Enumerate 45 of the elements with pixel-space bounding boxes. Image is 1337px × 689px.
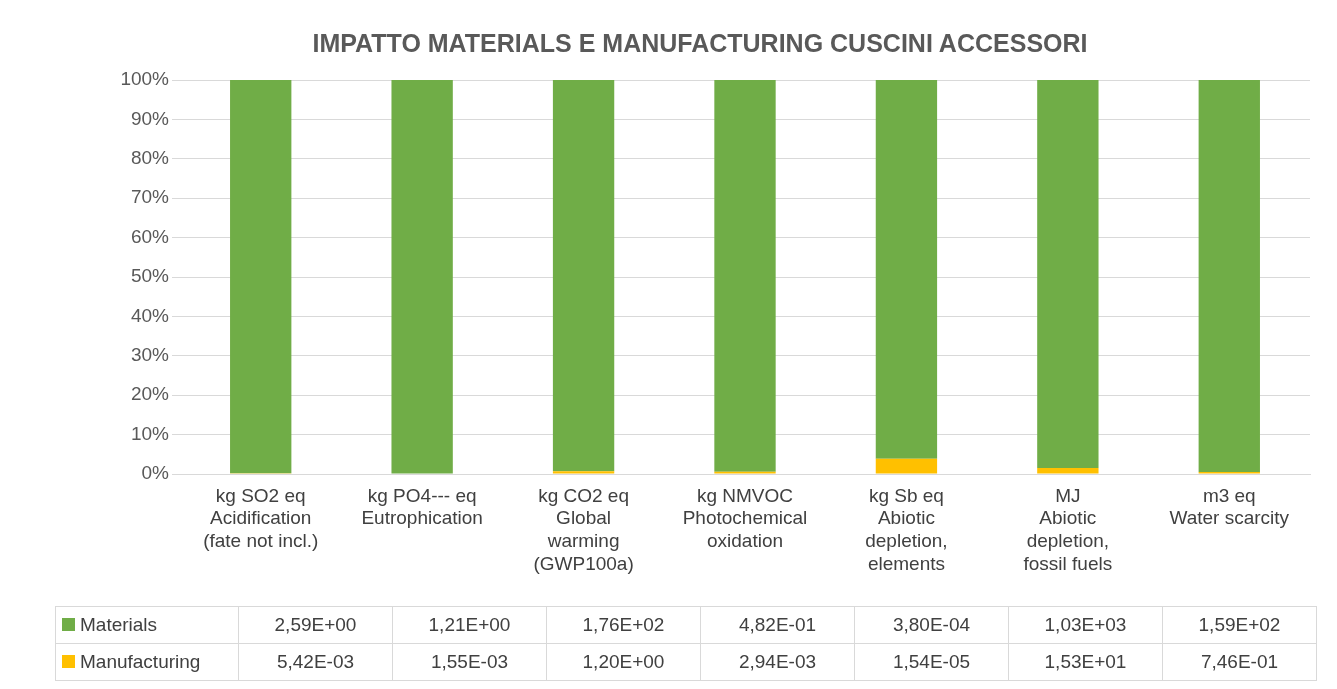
- y-tick-label: 60%: [130, 225, 170, 247]
- bar: [875, 458, 938, 474]
- y-tick-label: 30%: [130, 344, 170, 366]
- text: 1,53E+01: [1008, 643, 1163, 681]
- text: 1,55E-03: [392, 643, 547, 681]
- bar: [552, 80, 615, 472]
- y-tick-label: 0%: [141, 462, 170, 484]
- legend-label: Manufacturing: [55, 643, 239, 681]
- bar: [552, 471, 615, 474]
- text: 5,42E-03: [238, 643, 393, 681]
- y-tick-label: 90%: [130, 107, 170, 129]
- x-tick-label: kg Sb eq Abiotic depletion, elements: [865, 484, 948, 575]
- text: 1,54E-05: [854, 643, 1009, 681]
- bar: [875, 80, 938, 459]
- bar: [1037, 80, 1099, 469]
- text: 2,59E+00: [238, 606, 393, 644]
- x-tick-label: kg SO2 eq Acidification (fate not incl.): [203, 484, 319, 552]
- y-tick-label: 100%: [120, 68, 170, 90]
- text: 1,59E+02: [1162, 606, 1317, 644]
- text: 1,20E+00: [546, 643, 701, 681]
- x-tick-label: kg NMVOC Photochemical oxidation: [682, 484, 808, 552]
- bar: [714, 80, 776, 472]
- bar: [1198, 80, 1260, 473]
- legend-label: Materials: [55, 606, 239, 644]
- y-tick-label: 20%: [130, 383, 170, 405]
- text: 3,80E-04: [854, 606, 1009, 644]
- y-tick-label: 10%: [130, 422, 170, 444]
- bar: [391, 80, 453, 474]
- bar: [1037, 468, 1099, 474]
- text: 1,76E+02: [546, 606, 701, 644]
- text: 2,94E-03: [700, 643, 855, 681]
- x-tick-label: MJ Abiotic depletion, fossil fuels: [1023, 484, 1113, 575]
- x-tick-label: m3 eq Water scarcity: [1169, 484, 1290, 529]
- text: 1,03E+03: [1008, 606, 1163, 644]
- bar: [230, 80, 292, 474]
- y-tick-label: 80%: [130, 147, 170, 169]
- text: 7,46E-01: [1162, 643, 1317, 681]
- chart-title: IMPATTO MATERIALS E MANUFACTURING CUSCINI ACCESSORI: [312, 28, 1088, 57]
- x-tick-label: kg CO2 eq Global warming (GWP100a): [533, 484, 634, 575]
- y-tick-label: 40%: [130, 304, 170, 326]
- x-tick-label: kg PO4--- eq Eutrophication: [361, 484, 483, 529]
- y-tick-label: 50%: [130, 265, 170, 287]
- text: 1,21E+00: [392, 606, 547, 644]
- text: 4,82E-01: [700, 606, 855, 644]
- y-tick-label: 70%: [130, 186, 170, 208]
